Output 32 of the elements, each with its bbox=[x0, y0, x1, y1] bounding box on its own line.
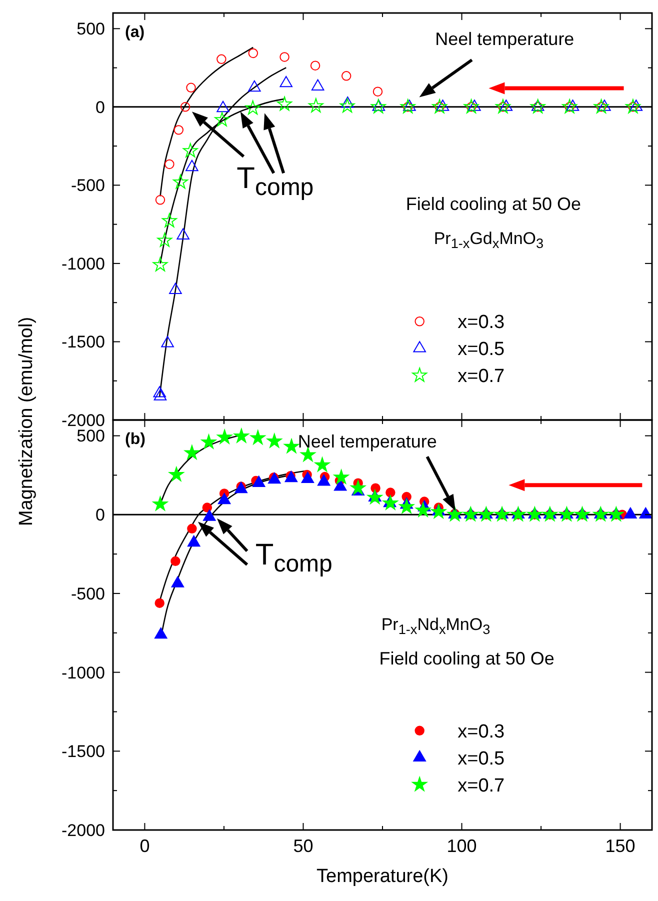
x-tick-label: 100 bbox=[446, 836, 477, 856]
legend-label: x=0.3 bbox=[458, 312, 505, 334]
y-tick-label: -1500 bbox=[62, 332, 105, 352]
y-tick-label: -500 bbox=[70, 176, 105, 196]
y-axis-title: Magnetization (emu/mol) bbox=[16, 316, 37, 526]
y-tick-label: -1000 bbox=[62, 254, 105, 274]
y-tick-label: -2000 bbox=[62, 820, 105, 840]
legend-label: x=0.7 bbox=[458, 366, 505, 388]
annotation: Field cooling at 50 Oe bbox=[406, 194, 582, 214]
y-tick-label: 0 bbox=[96, 506, 105, 525]
y-tick-label: -1000 bbox=[62, 663, 105, 682]
x-axis-title: Temperature(K) bbox=[316, 866, 448, 887]
x-tick-label: 0 bbox=[140, 836, 150, 856]
y-tick-label: 0 bbox=[96, 98, 105, 117]
legend-label: x=0.5 bbox=[458, 748, 505, 770]
y-tick-label: 500 bbox=[76, 20, 105, 39]
legend-label: x=0.7 bbox=[458, 775, 505, 796]
annotation: Neel temperature bbox=[435, 28, 574, 49]
x-tick-label: 50 bbox=[293, 836, 314, 856]
annotation: Pr$_{1-x}$Gd$_{x}$MnO$_{3}$ bbox=[434, 228, 544, 252]
legend-label: x=0.5 bbox=[458, 339, 505, 360]
text: (b) bbox=[125, 431, 146, 448]
y-tick-label: -1500 bbox=[62, 742, 105, 762]
annotation: Neel temperature bbox=[298, 431, 437, 452]
annotation: T$_{comp}$ bbox=[255, 538, 332, 578]
y-tick-label: -500 bbox=[70, 584, 105, 604]
text: (a) bbox=[125, 24, 145, 41]
annotation: T$_{comp}$ bbox=[236, 162, 314, 202]
legend-label: x=0.3 bbox=[458, 721, 505, 742]
annotation: Field cooling at 50 Oe bbox=[379, 648, 554, 668]
x-tick-label: 150 bbox=[605, 836, 636, 856]
annotation: Pr$_{1-x}$Nd$_{x}$MnO$_{3}$ bbox=[381, 614, 490, 638]
